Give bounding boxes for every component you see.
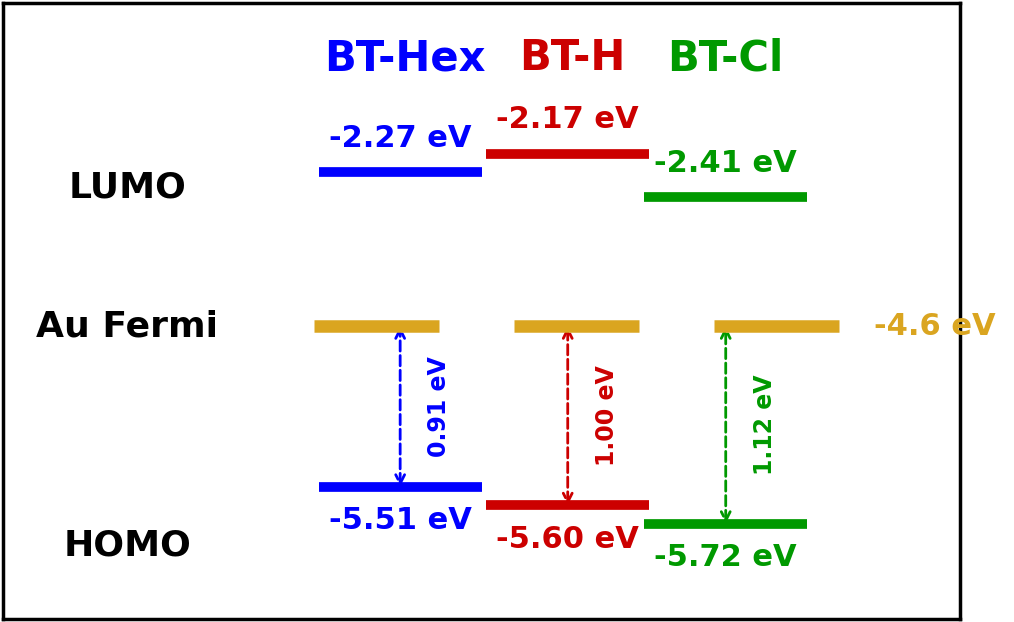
Text: -5.60 eV: -5.60 eV [496, 524, 639, 554]
Text: -5.72 eV: -5.72 eV [654, 543, 797, 572]
Text: BT-Cl: BT-Cl [667, 37, 784, 79]
Text: BT-Hex: BT-Hex [324, 37, 486, 79]
Text: -2.17 eV: -2.17 eV [497, 105, 639, 134]
Text: -2.27 eV: -2.27 eV [329, 124, 472, 153]
Text: -2.41 eV: -2.41 eV [654, 149, 797, 177]
Text: -5.51 eV: -5.51 eV [329, 506, 472, 535]
Text: HOMO: HOMO [63, 528, 192, 562]
Text: -4.6 eV: -4.6 eV [874, 312, 996, 341]
Text: 1.00 eV: 1.00 eV [594, 365, 619, 466]
Text: BT-H: BT-H [519, 37, 626, 79]
Text: LUMO: LUMO [68, 170, 187, 205]
Text: 1.12 eV: 1.12 eV [752, 375, 777, 475]
Text: 0.91 eV: 0.91 eV [427, 356, 451, 457]
Text: Au Fermi: Au Fermi [37, 309, 218, 343]
